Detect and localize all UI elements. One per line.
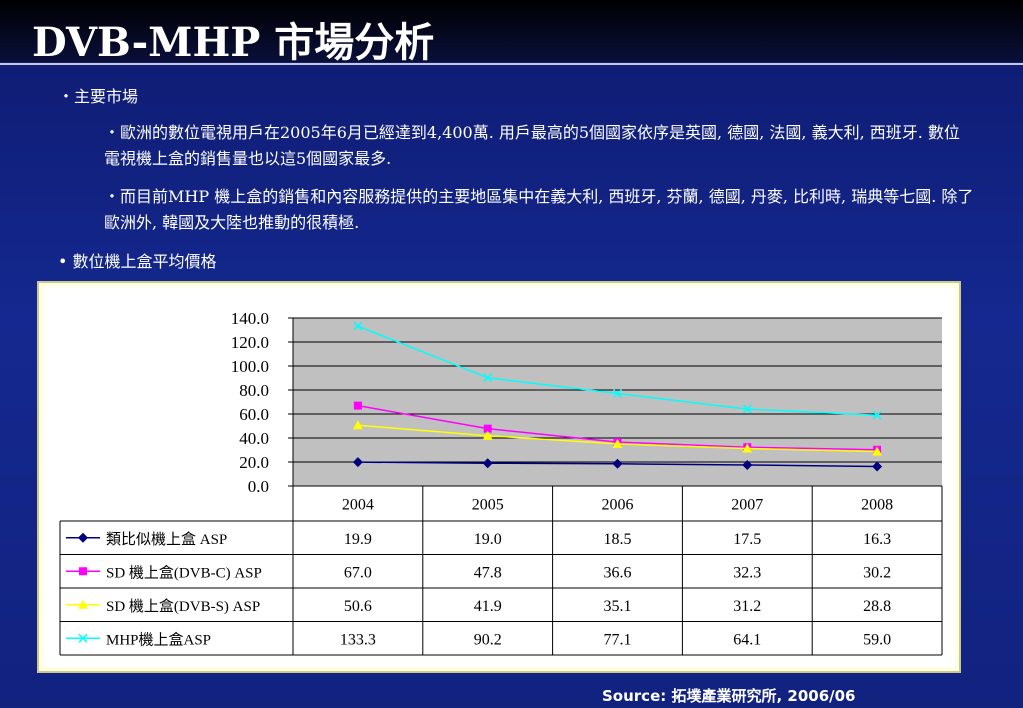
category-label: 2005: [472, 497, 504, 514]
bullet-avg-price: • 數位機上盒平均價格: [58, 252, 217, 271]
category-label: 2008: [861, 497, 893, 514]
table-cell-value: 90.2: [474, 631, 502, 648]
y-tick-label: 40.0: [239, 429, 269, 448]
table-cell-value: 17.5: [733, 531, 761, 548]
y-tick-label: 120.0: [231, 333, 269, 352]
legend-label: 類比似機上盒 ASP: [106, 531, 227, 548]
legend-label: SD 機上盒(DVB-S) ASP: [106, 598, 260, 615]
data-point: [353, 401, 362, 410]
table-cell-value: 67.0: [344, 564, 372, 581]
table-cell-value: 35.1: [604, 598, 632, 615]
data-point: [482, 430, 493, 440]
data-point: [872, 461, 883, 472]
data-point: [612, 388, 623, 399]
data-point: [78, 599, 88, 609]
table-cell-value: 32.3: [733, 564, 761, 581]
table-cell-value: 36.6: [604, 564, 632, 581]
y-tick-label: 140.0: [231, 309, 269, 328]
data-point: [78, 633, 88, 643]
table-cell-value: 19.0: [474, 531, 502, 548]
data-point: [742, 443, 753, 453]
legend-label: SD 機上盒(DVB-C) ASP: [106, 564, 262, 581]
bullet-mhp: ・而目前MHP 機上盒的銷售和內容服務提供的主要地區集中在義大利, 西班牙, 芬…: [104, 187, 974, 232]
table-cell-value: 31.2: [733, 598, 761, 615]
data-point: [483, 373, 493, 383]
y-tick-label: 20.0: [239, 453, 269, 472]
table-cell-value: 47.8: [474, 564, 502, 581]
y-tick-label: 80.0: [239, 381, 269, 400]
table-cell-value: 59.0: [863, 631, 891, 648]
data-point: [352, 420, 363, 430]
data-point: [483, 424, 492, 433]
y-tick-label: 100.0: [231, 357, 269, 376]
page-title: DVB-MHP 市場分析: [32, 19, 435, 66]
table-cell-value: 133.3: [340, 631, 376, 648]
data-point: [872, 410, 882, 420]
y-tick-label: 60.0: [239, 405, 269, 424]
table-cell-value: 50.6: [344, 598, 372, 615]
bullet-europe: ・歐洲的數位電視用戶在2005年6月已經達到4,400萬. 用戶最高的5個國家依…: [104, 123, 960, 168]
table-cell-value: 77.1: [604, 631, 632, 648]
y-tick-label: 0.0: [248, 477, 269, 496]
table-cell-value: 64.1: [733, 631, 761, 648]
bullet-main-market: ・主要市場: [58, 87, 139, 106]
table-cell-value: 18.5: [604, 531, 632, 548]
data-point: [79, 567, 87, 576]
category-label: 2007: [731, 497, 763, 514]
data-point: [612, 458, 623, 469]
data-point: [872, 446, 883, 456]
table-cell-value: 19.9: [344, 531, 372, 548]
data-point: [742, 404, 752, 414]
plot-area: [293, 318, 942, 486]
data-point: [353, 321, 363, 331]
category-label: 2006: [602, 497, 634, 514]
title-divider: [0, 63, 1023, 65]
source-note: Source: 拓墣產業研究所, 2006/06: [602, 687, 856, 705]
data-point: [612, 438, 623, 448]
data-point: [78, 532, 88, 543]
table-cell-value: 28.8: [863, 598, 891, 615]
table-cell-value: 16.3: [863, 531, 891, 548]
table-cell-value: 30.2: [863, 564, 891, 581]
data-point: [352, 457, 363, 468]
title-bar: [0, 0, 1023, 62]
category-label: 2004: [342, 497, 374, 514]
legend-label: MHP機上盒ASP: [106, 631, 211, 648]
data-point: [742, 460, 753, 470]
data-point: [482, 458, 493, 469]
table-cell-value: 41.9: [474, 598, 502, 615]
